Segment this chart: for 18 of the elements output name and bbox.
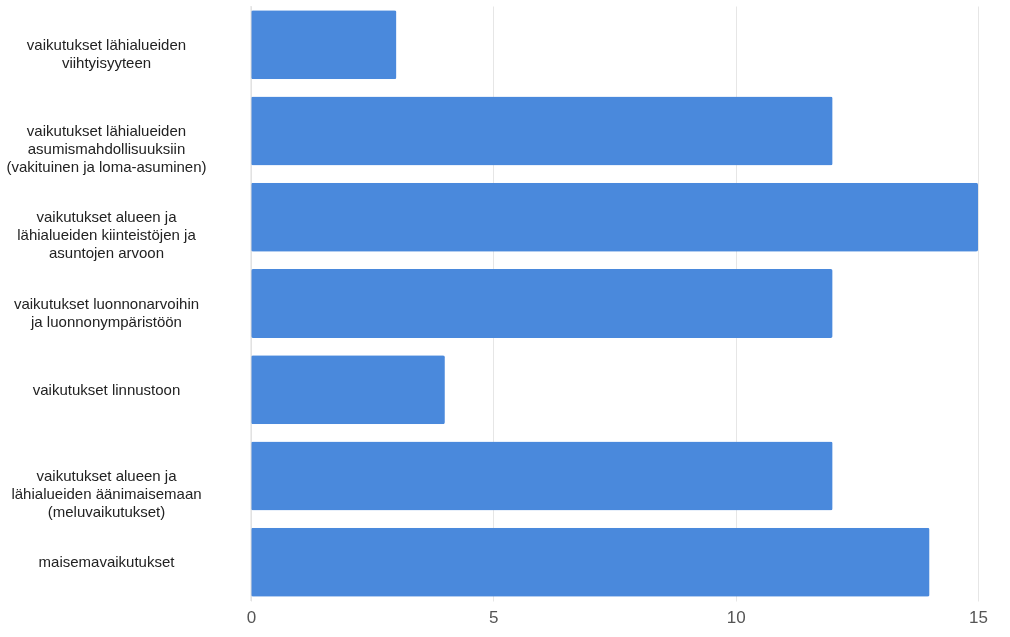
y-tick-label: vaikutukset lähialueiden asumismahdollisuuksiin (vakituinen ja loma-asuminen) <box>6 122 207 176</box>
bar <box>251 527 930 597</box>
bar <box>251 355 445 425</box>
x-tick-label: 0 <box>246 607 257 627</box>
bar <box>251 269 833 338</box>
y-tick-label: vaikutukset alueen ja lähialueiden äänimaisemaan (meluvaikutukset) <box>11 466 202 520</box>
bar <box>251 441 833 511</box>
bar <box>251 10 397 80</box>
y-tick-label: maisemavaikutukset <box>38 553 176 571</box>
y-tick-label: vaikutukset linnustoon <box>32 380 181 398</box>
bar <box>251 182 978 252</box>
y-tick-label: vaikutukset alueen ja lähialueiden kiinteistöjen ja asuntojen arvoon <box>17 208 197 262</box>
y-tick-label: vaikutukset lähialueiden viihtyisyyteen <box>26 35 187 71</box>
x-tick-label: 10 <box>726 607 746 627</box>
bar <box>251 96 833 166</box>
x-tick-label: 15 <box>969 607 988 627</box>
y-tick-label: vaikutukset luonnonarvoihin ja luonnonympäristöön <box>13 294 200 330</box>
x-tick-label: 5 <box>489 607 499 627</box>
